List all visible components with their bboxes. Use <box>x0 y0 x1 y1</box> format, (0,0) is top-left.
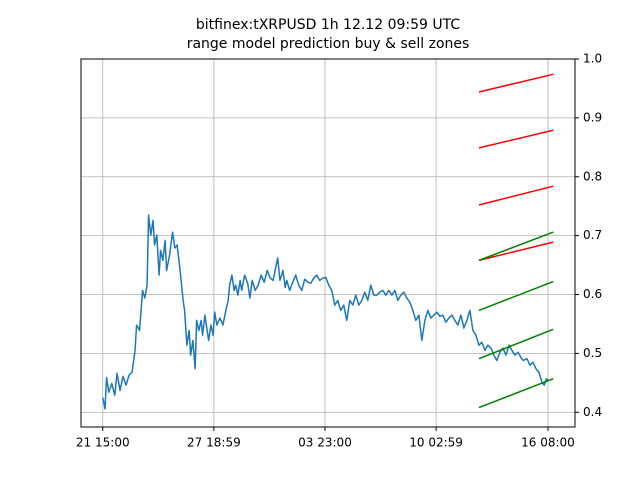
series-line <box>478 241 554 262</box>
chart-subtitle: range model prediction buy & sell zones <box>187 36 470 52</box>
series-line <box>478 328 554 360</box>
x-tick-label: 03 23:00 <box>298 436 352 450</box>
series-line <box>478 73 554 93</box>
plot-marks <box>102 73 554 410</box>
y-tick-label: 0.5 <box>583 346 602 360</box>
y-tick-label: 0.8 <box>583 169 602 183</box>
x-tick-label: 16 08:00 <box>521 436 575 450</box>
series-line <box>478 378 554 409</box>
series-line <box>478 129 554 149</box>
y-tick-label: 0.9 <box>583 110 602 124</box>
y-tick-label: 0.7 <box>583 228 602 242</box>
x-tick-label: 27 18:59 <box>187 436 241 450</box>
series-line <box>478 280 554 312</box>
x-tick-label: 21 15:00 <box>76 436 130 450</box>
x-tick-label: 10 02:59 <box>409 436 463 450</box>
y-tick-label: 1.0 <box>583 52 602 66</box>
axes: 21 15:00 27 18:59 03 23:00 10 02:59 16 08:00… <box>76 52 602 450</box>
series-line <box>478 231 554 262</box>
y-tick-label: 0.6 <box>583 287 602 301</box>
series-line <box>102 214 549 410</box>
chart-title: bitfinex:tXRPUSD 1h 12.12 09:59 UTC <box>196 17 460 33</box>
series-line <box>478 185 554 206</box>
y-tick-label: 0.4 <box>583 405 602 419</box>
plot-frame <box>80 58 576 428</box>
